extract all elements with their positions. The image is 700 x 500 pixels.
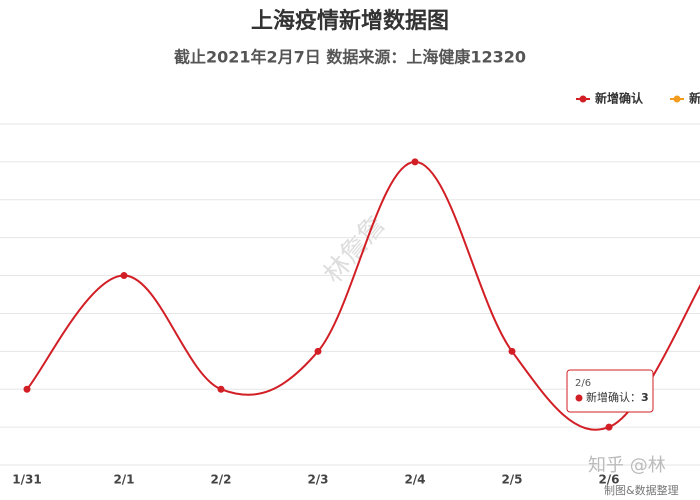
x-tick-label: 2/1 <box>113 473 134 487</box>
x-tick-label: 2/4 <box>404 473 425 487</box>
watermark: 林詹詹 <box>318 210 391 289</box>
chart-subtitle: 截止2021年2月7日 数据来源：上海健康12320 <box>174 48 526 67</box>
tooltip-separator: ： <box>630 391 641 404</box>
tooltip-box <box>566 369 654 413</box>
legend-icon <box>579 95 587 103</box>
watermark: 知乎 @林 <box>588 455 666 476</box>
tooltip-series: 新增确认 <box>586 390 630 404</box>
x-tick-label: 2/2 <box>210 473 231 487</box>
tooltip-value: 3 <box>641 391 649 404</box>
legend-label: 新增确认 <box>595 91 644 106</box>
tooltip-text: 新增确认：3 <box>586 390 649 404</box>
chart-title: 上海疫情新增数据图 <box>251 8 449 34</box>
point <box>508 347 516 355</box>
tooltip-icon <box>575 394 583 402</box>
point <box>23 385 31 393</box>
point <box>605 423 613 431</box>
x-tick-label: 1/31 <box>12 473 41 487</box>
x-tick-label: 2/6 <box>598 473 619 487</box>
line <box>26 160 700 431</box>
point <box>120 272 128 280</box>
point <box>411 158 419 166</box>
watermark: 制图&数据整理 <box>604 483 679 497</box>
legend-label: 新 <box>689 91 700 106</box>
legend-icon <box>673 95 681 103</box>
point <box>217 385 225 393</box>
tooltip-title: 2/6 <box>575 378 591 389</box>
x-tick-label: 2/3 <box>307 473 328 487</box>
point <box>314 347 322 355</box>
x-tick-label: 2/5 <box>501 473 522 487</box>
